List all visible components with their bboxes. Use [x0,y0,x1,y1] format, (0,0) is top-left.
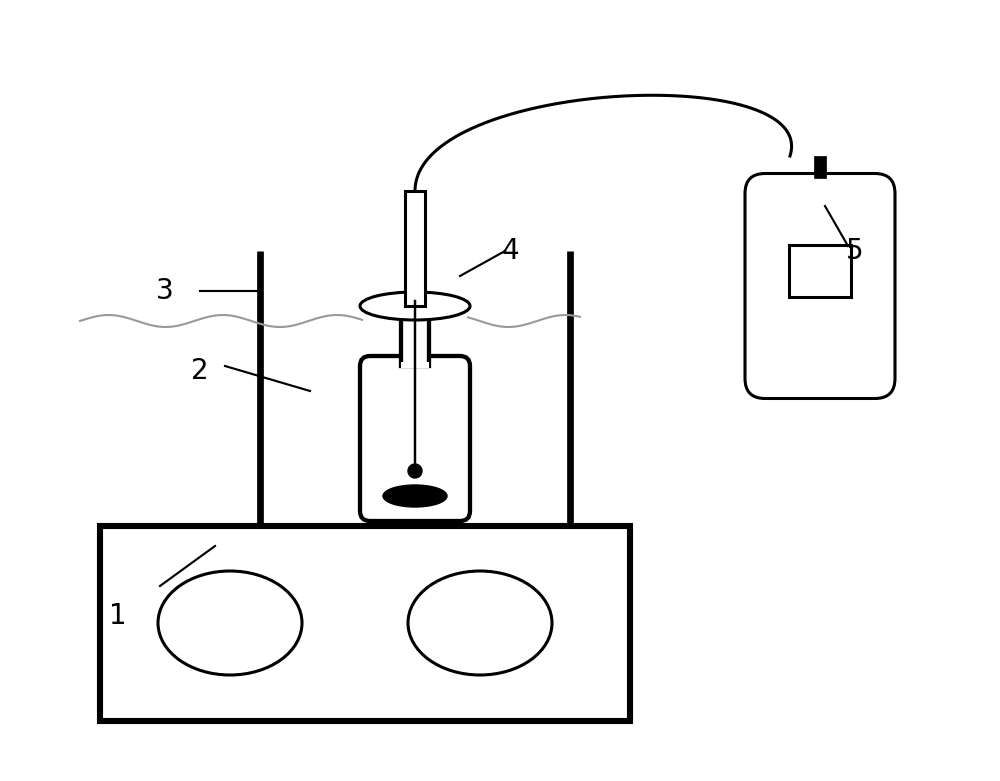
Ellipse shape [158,571,302,675]
FancyBboxPatch shape [745,173,895,398]
Text: 1: 1 [109,602,127,630]
Text: 5: 5 [846,237,864,265]
Bar [405,191,425,306]
Bar [401,306,429,366]
Text: 3: 3 [156,277,174,305]
Ellipse shape [360,292,470,320]
Bar [814,155,826,177]
Ellipse shape [383,485,447,507]
Ellipse shape [408,464,422,478]
FancyBboxPatch shape [360,356,470,521]
Text: 4: 4 [501,237,519,265]
Text: 2: 2 [191,357,209,385]
Bar [401,362,429,368]
Bar [100,526,630,721]
Bar [789,245,851,297]
Ellipse shape [408,571,552,675]
